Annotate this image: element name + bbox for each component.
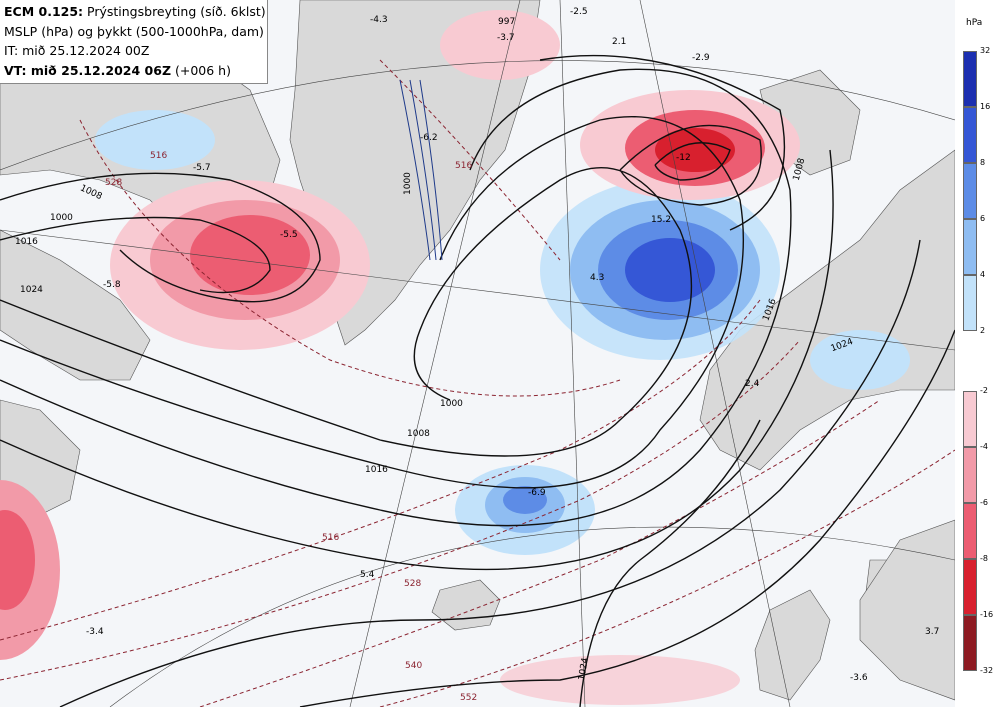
legend-blue-tick: 6 <box>980 214 986 223</box>
british-isles-land <box>754 589 831 701</box>
legend-blue-tick: 16 <box>980 102 991 111</box>
legend-red-swatch <box>963 559 977 615</box>
isobar-label: 1016 <box>365 465 388 475</box>
legend-blue-swatch <box>963 219 977 275</box>
pressure-change-label: -5.7 <box>193 163 211 173</box>
legend-red-tick: -6 <box>980 498 988 507</box>
legend-unit: hPa <box>966 18 983 28</box>
scandinavia-land <box>699 149 955 471</box>
pressure-change-label: -3.6 <box>850 673 868 683</box>
legend-red-swatch <box>963 447 977 503</box>
legend-red-tick: -2 <box>980 386 988 395</box>
pressure-change-label: 2.1 <box>612 37 626 47</box>
legend-blue-tick: 2 <box>980 326 986 335</box>
pressure-change-label: 5.4 <box>360 570 375 580</box>
pressure-change-label: 2.4 <box>745 379 760 389</box>
init-time: IT: mið 25.12.2024 00Z <box>4 43 150 58</box>
isobar-label: 1024 <box>577 657 591 682</box>
model-title: ECM 0.125: Prýstingsbreyting (síð. 6klst… <box>4 4 266 19</box>
pressure-change-label: -2.9 <box>692 53 710 63</box>
thickness-label: 528 <box>105 178 122 188</box>
legend-blue-swatch <box>963 163 977 219</box>
isobars <box>0 54 955 707</box>
isobar-label: 1008 <box>78 183 103 202</box>
color-legend: hPa 32 16 8 6 4 2 -2 -4 -6 -8 -16 -32 <box>955 0 1000 707</box>
pressure-change-label: -4.3 <box>370 15 388 25</box>
thickness-label: 540 <box>405 661 422 671</box>
pressure-change-label: -5.8 <box>103 280 121 290</box>
isobar-label: 1000 <box>440 399 463 409</box>
legend-red-tick: -16 <box>980 610 994 619</box>
thickness-label: 552 <box>460 693 477 703</box>
valid-time: VT: mið 25.12.2024 06Z (+006 h) <box>4 62 231 78</box>
landmass <box>0 0 955 701</box>
pressure-change-label: -12 <box>676 153 691 163</box>
isobar-label: 1000 <box>50 213 73 223</box>
europe-land <box>859 519 955 701</box>
legend-blue-tick: 32 <box>980 46 991 55</box>
weather-map: 1000 1008 1016 1024 1000 1008 1016 1024 … <box>0 0 955 707</box>
isobar-label: 1000 <box>403 172 413 195</box>
isobar-label: 1016 <box>15 237 38 247</box>
legend-red-tick: -32 <box>980 666 994 675</box>
legend-blue-swatch <box>963 51 977 107</box>
isobar-label: 997 <box>498 17 515 27</box>
thickness-label: 528 <box>404 579 421 589</box>
legend-blue-tick: 4 <box>980 270 986 279</box>
greenland-isobars <box>399 79 443 261</box>
pressure-change-label: 4.3 <box>590 273 604 283</box>
pressure-change-label: -3.7 <box>497 33 515 43</box>
isobar-label: 1024 <box>20 285 43 295</box>
legend-blue-swatch <box>963 107 977 163</box>
pressure-change-label: -5.5 <box>280 230 298 240</box>
isobar-label: 1008 <box>407 429 430 439</box>
iceland-land <box>431 579 501 631</box>
legend-red-swatch <box>963 503 977 559</box>
legend-blue-tick: 8 <box>980 158 986 167</box>
map-info-panel: ECM 0.125: Prýstingsbreyting (síð. 6klst… <box>0 0 268 84</box>
fields-description: MSLP (hPa) og þykkt (500-1000hPa, dam) <box>4 23 264 39</box>
legend-blue-swatch <box>963 275 977 331</box>
pressure-change-label: -6.9 <box>528 488 546 498</box>
pressure-change-label: 3.7 <box>925 627 939 637</box>
pressure-change-label: -3.4 <box>86 627 104 637</box>
pressure-change-shading <box>0 10 910 705</box>
legend-red-tick: -4 <box>980 442 988 451</box>
legend-red-tick: -8 <box>980 554 988 563</box>
thickness-label: 516 <box>322 533 339 543</box>
pressure-change-label: -6.2 <box>420 133 438 143</box>
pressure-change-label: 15.2 <box>651 215 671 225</box>
pressure-change-label: -2.5 <box>570 7 588 17</box>
thickness-label: 516 <box>455 161 472 171</box>
thickness-label: 516 <box>150 151 167 161</box>
thickness-contours <box>0 59 955 707</box>
legend-red-swatch <box>963 615 977 671</box>
legend-red-swatch <box>963 391 977 447</box>
labrador-land <box>0 229 151 381</box>
